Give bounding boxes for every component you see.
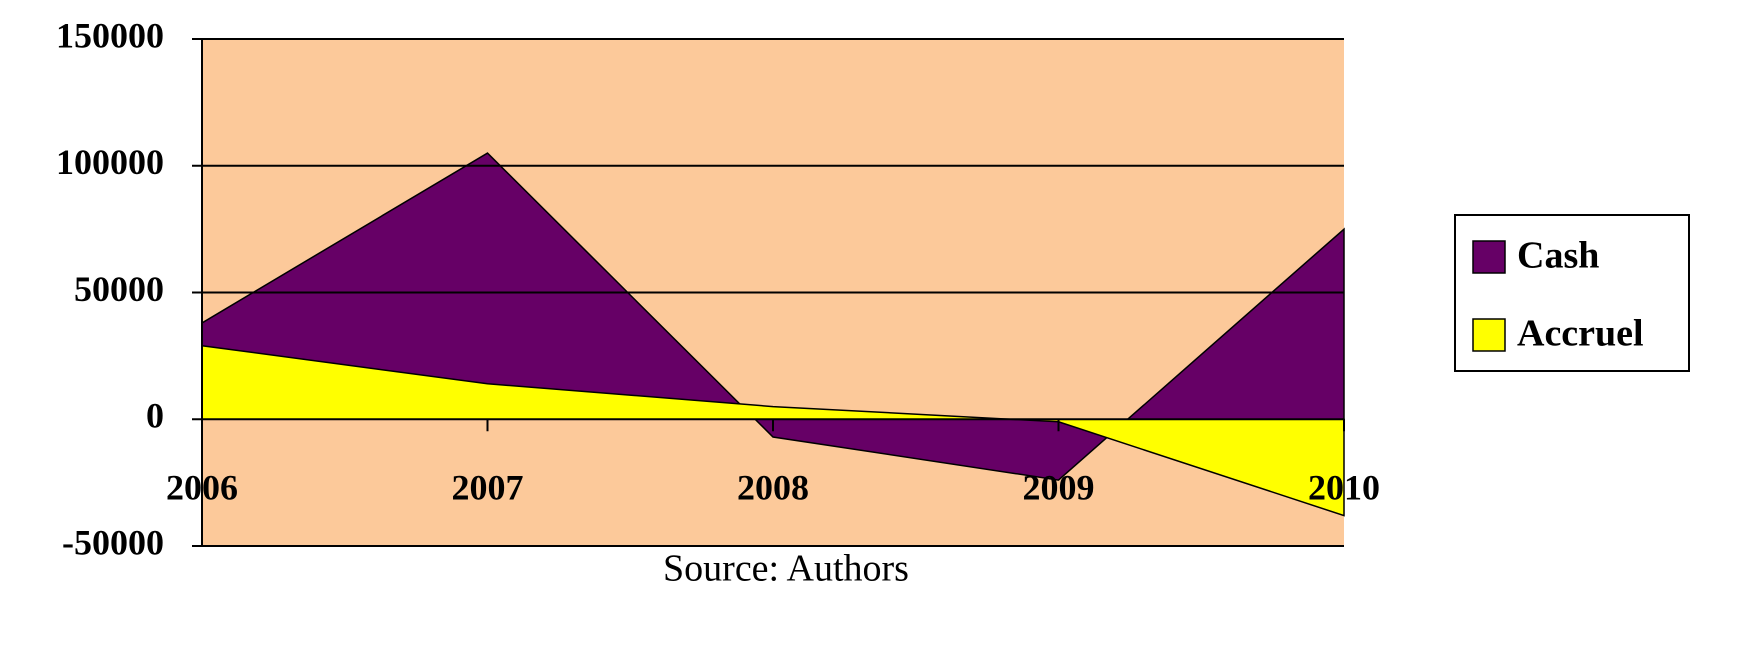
y-tick-label: 150000	[56, 15, 164, 55]
y-tick-label: 0	[146, 396, 164, 436]
legend-label: Accruel	[1517, 313, 1644, 355]
x-tick-label: 2006	[166, 468, 238, 508]
x-tick-label: 2009	[1023, 468, 1095, 508]
x-tick-label: 2010	[1308, 468, 1380, 508]
x-tick-label: 2008	[737, 468, 809, 508]
legend-swatch	[1472, 318, 1506, 352]
legend-label: Cash	[1517, 235, 1599, 277]
source: Source: Authors	[663, 548, 909, 590]
legend-swatch	[1472, 240, 1506, 274]
x-tick-label: 2007	[452, 468, 524, 508]
y-tick-label: 100000	[56, 142, 164, 182]
area	[201, 344, 1345, 517]
y-tick-label: 50000	[74, 269, 164, 309]
y-tick-label: -50000	[62, 522, 164, 562]
